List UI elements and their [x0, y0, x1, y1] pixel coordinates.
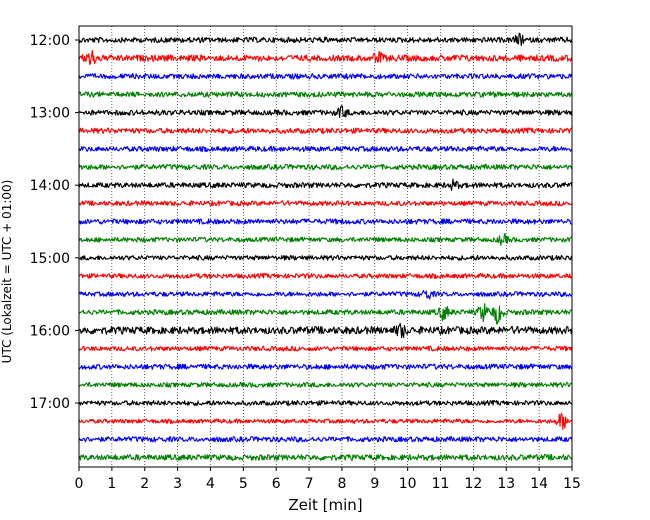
trace-1230 [78, 72, 573, 80]
trace-1515 [78, 272, 573, 279]
trace-1730 [78, 436, 573, 443]
x-tick-label: 3 [173, 476, 182, 492]
trace-1630 [78, 363, 573, 370]
trace-1600 [78, 322, 573, 339]
x-axis-ticks: 0 1 2 3 4 5 6 7 8 9 10 11 12 13 14 15 [75, 467, 581, 492]
y-axis-label: UTC (Lokalzeit = UTC + 01:00) [0, 180, 14, 364]
trace-1530 [78, 290, 573, 300]
trace-1415 [78, 200, 573, 207]
trace-1545 [78, 303, 573, 325]
trace-1700 [78, 399, 573, 406]
trace-1400 [78, 178, 573, 191]
trace-1715 [78, 412, 573, 430]
plot-frame [78, 25, 573, 468]
y-tick-label: 17:00 [30, 396, 70, 412]
x-tick-label: 2 [140, 476, 149, 492]
y-tick-label: 13:00 [30, 106, 70, 122]
x-tick-label: 5 [239, 476, 248, 492]
trace-1430 [78, 218, 573, 225]
trace-1330 [78, 145, 573, 153]
trace-1500 [78, 254, 573, 261]
x-tick-label: 15 [563, 476, 581, 492]
trace-1245 [78, 91, 573, 98]
x-tick-label: 6 [272, 476, 281, 492]
x-tick-label: 0 [75, 476, 84, 492]
trace-1300 [78, 105, 573, 118]
x-tick-label: 12 [464, 476, 482, 492]
y-tick-label: 12:00 [30, 33, 70, 49]
x-tick-label: 10 [399, 476, 417, 492]
y-tick-label: 15:00 [30, 251, 70, 267]
y-tick-label: 14:00 [30, 178, 70, 194]
y-axis-ticks: 12:00 13:00 14:00 15:00 16:00 17:00 [30, 33, 79, 412]
trace-1215 [78, 49, 573, 65]
y-tick-label: 16:00 [30, 323, 70, 339]
x-tick-label: 11 [432, 476, 450, 492]
trace-1200 [78, 32, 573, 47]
x-tick-label: 14 [530, 476, 548, 492]
x-tick-label: 13 [497, 476, 515, 492]
trace-group [78, 32, 573, 462]
x-tick-label: 9 [370, 476, 379, 492]
x-tick-label: 1 [107, 476, 116, 492]
trace-1645 [78, 381, 573, 388]
trace-1315 [78, 127, 573, 135]
trace-1345 [78, 163, 573, 171]
trace-1615 [78, 345, 573, 352]
x-tick-label: 8 [337, 476, 346, 492]
trace-1445 [78, 233, 573, 246]
x-tick-label: 4 [206, 476, 215, 492]
trace-1745 [78, 453, 573, 462]
x-tick-label: 7 [305, 476, 314, 492]
x-axis-label: Zeit [min] [288, 496, 362, 514]
